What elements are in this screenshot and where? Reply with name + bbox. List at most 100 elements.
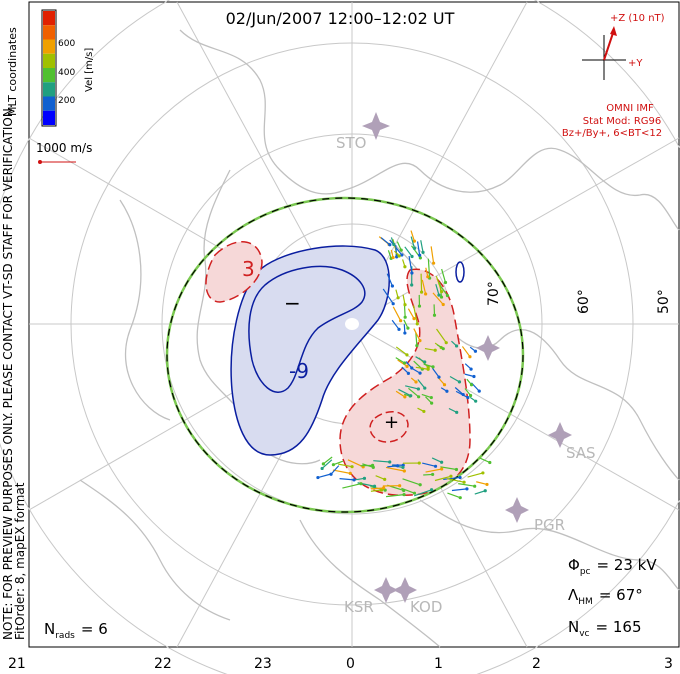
vector-origin bbox=[468, 355, 472, 359]
vector-origin bbox=[431, 365, 435, 369]
vector-origin bbox=[348, 471, 352, 475]
vector-count: Nvc = 165 bbox=[568, 618, 641, 639]
vector-origin bbox=[409, 394, 413, 398]
vector-origin bbox=[401, 465, 405, 469]
radar-count: Nrads = 6 bbox=[44, 620, 108, 641]
imf-vector bbox=[603, 29, 615, 61]
vector-origin bbox=[433, 348, 437, 352]
color-scale-band bbox=[43, 68, 55, 83]
color-scale-band bbox=[43, 110, 55, 125]
vector-origin bbox=[382, 486, 386, 490]
vector-line bbox=[432, 292, 444, 305]
vector-origin bbox=[437, 375, 441, 379]
radar-icon-4 bbox=[374, 577, 398, 603]
nrads-subscript: rads bbox=[55, 631, 75, 641]
vector-origin bbox=[403, 315, 407, 319]
color-scale-tick-200: 200 bbox=[58, 96, 75, 106]
phi-symbol: Φ bbox=[568, 556, 580, 574]
lat-label-50: 50° bbox=[656, 289, 672, 314]
radar-icon-1 bbox=[476, 335, 500, 361]
color-scale-label: Vel [m/s] bbox=[84, 48, 95, 92]
vector-line bbox=[402, 478, 421, 486]
vector-line bbox=[408, 387, 420, 398]
vector-origin bbox=[371, 463, 375, 468]
map-statistics: Φpc = 23 kV ΛHM = 67° Nvc = 165 Nrads = 6 bbox=[44, 556, 657, 641]
vector-origin bbox=[410, 283, 414, 287]
negative-cell-outer bbox=[230, 245, 390, 456]
vector-origin bbox=[410, 271, 414, 275]
mlt-tick-0: 0 bbox=[346, 656, 355, 672]
nvc-subscript: vc bbox=[579, 629, 589, 639]
vector-origin bbox=[443, 280, 448, 285]
vector-origin bbox=[426, 275, 430, 279]
vector-origin bbox=[410, 366, 414, 370]
nrads-symbol: N bbox=[44, 620, 55, 638]
vector-origin bbox=[483, 489, 487, 493]
vector-line bbox=[435, 275, 443, 292]
vector-origin bbox=[412, 239, 416, 243]
coastline-south-west bbox=[79, 479, 231, 621]
contour-label-neg9: -9 bbox=[289, 359, 309, 383]
vector-line bbox=[421, 279, 427, 295]
vector-origin bbox=[426, 367, 430, 371]
vector-origin bbox=[429, 488, 434, 492]
negative-convection-cell bbox=[230, 245, 465, 456]
vector-line bbox=[421, 393, 432, 399]
vector-origin bbox=[415, 343, 419, 348]
vector-origin bbox=[321, 462, 325, 466]
vector-origin bbox=[466, 395, 470, 400]
contour-label-pos3: 3 bbox=[242, 257, 255, 281]
color-scale-band bbox=[43, 25, 55, 40]
vector-line bbox=[323, 456, 333, 465]
vector-line bbox=[339, 478, 355, 481]
radar-kod-label: KOD bbox=[410, 598, 442, 616]
pole-marker bbox=[345, 318, 359, 330]
vector-line bbox=[395, 390, 406, 398]
vector-line bbox=[436, 328, 447, 344]
coordinate-system-label: MLT coordinates bbox=[6, 27, 19, 116]
vector-line bbox=[461, 346, 471, 358]
phi-subscript: pc bbox=[580, 567, 591, 577]
mlt-tick-1: 1 bbox=[434, 656, 443, 672]
vector-line bbox=[424, 347, 436, 351]
vector-origin bbox=[359, 482, 363, 486]
vector-line bbox=[440, 466, 457, 471]
vector-origin bbox=[350, 465, 354, 469]
vector-origin bbox=[454, 467, 459, 472]
vector-origin bbox=[403, 303, 407, 307]
lambda-value: = 67° bbox=[599, 586, 643, 604]
nvc-symbol: N bbox=[568, 618, 579, 636]
vector-origin bbox=[488, 460, 492, 465]
vector-line bbox=[342, 483, 362, 489]
vector-origin bbox=[468, 393, 473, 398]
velocity-vectors bbox=[316, 230, 492, 500]
vector-line bbox=[425, 468, 442, 473]
vector-line bbox=[479, 457, 491, 464]
coastline-south bbox=[299, 519, 441, 648]
vector-line bbox=[420, 240, 424, 253]
vector-origin bbox=[485, 482, 489, 487]
positive-cell-core bbox=[369, 411, 409, 443]
nrads-value: = 6 bbox=[81, 620, 108, 638]
radar-other bbox=[374, 335, 572, 603]
vector-origin bbox=[406, 326, 410, 330]
vector-line bbox=[395, 245, 398, 257]
vector-origin bbox=[473, 484, 477, 488]
vector-line bbox=[408, 255, 413, 274]
vector-origin bbox=[474, 399, 478, 403]
vector-origin bbox=[455, 410, 459, 414]
vector-origin bbox=[430, 401, 434, 405]
vector-origin bbox=[423, 360, 427, 364]
phi-value: = 23 kV bbox=[596, 556, 657, 574]
velocity-color-scale: 600 400 200 Vel [m/s] bbox=[41, 9, 95, 127]
vector-origin bbox=[473, 349, 478, 353]
vector-origin bbox=[402, 469, 406, 473]
vector-origin bbox=[329, 472, 333, 476]
vector-origin bbox=[412, 316, 416, 321]
vector-line bbox=[407, 308, 415, 319]
vector-line bbox=[435, 283, 440, 296]
vector-line bbox=[410, 236, 416, 249]
radar-sites: STO SAS PGR KSR KOD bbox=[336, 112, 596, 616]
vector-origin bbox=[440, 467, 444, 471]
vector-origin bbox=[418, 371, 422, 375]
